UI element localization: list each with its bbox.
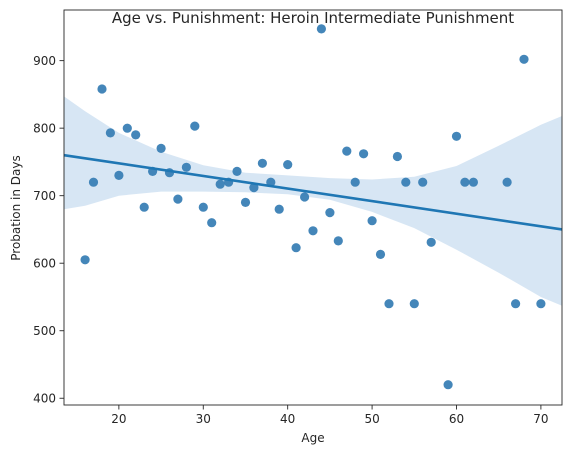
data-point <box>511 299 520 308</box>
data-point <box>190 122 199 131</box>
data-point <box>81 255 90 264</box>
data-point <box>418 178 427 187</box>
data-point <box>359 149 368 158</box>
data-point <box>401 178 410 187</box>
y-tick-label: 600 <box>33 256 56 270</box>
y-tick-label: 400 <box>33 391 56 405</box>
data-point <box>317 24 326 33</box>
data-point <box>114 171 123 180</box>
x-tick-label: 20 <box>111 412 126 426</box>
y-tick-label: 900 <box>33 54 56 68</box>
x-tick-label: 70 <box>533 412 548 426</box>
data-point <box>182 163 191 172</box>
data-point <box>325 208 334 217</box>
x-tick-label: 50 <box>364 412 379 426</box>
data-point <box>519 55 528 64</box>
confidence-band-layer <box>64 96 562 305</box>
data-point <box>410 299 419 308</box>
data-point <box>342 147 351 156</box>
data-point <box>89 178 98 187</box>
data-point <box>207 218 216 227</box>
confidence-band <box>64 96 562 305</box>
data-point <box>427 238 436 247</box>
data-point <box>123 124 132 133</box>
data-point <box>241 198 250 207</box>
data-point <box>275 205 284 214</box>
x-tick-label: 40 <box>280 412 295 426</box>
data-point <box>283 160 292 169</box>
data-point <box>300 192 309 201</box>
x-tick-label: 30 <box>196 412 211 426</box>
data-point <box>292 243 301 252</box>
x-tick-label: 60 <box>449 412 464 426</box>
data-point <box>384 299 393 308</box>
chart-title: Age vs. Punishment: Heroin Intermediate … <box>112 9 514 27</box>
data-point <box>393 152 402 161</box>
data-point <box>157 144 166 153</box>
data-point <box>469 178 478 187</box>
data-point <box>368 216 377 225</box>
data-point <box>444 380 453 389</box>
x-axis-label: Age <box>301 431 324 445</box>
data-point <box>334 236 343 245</box>
y-tick-label: 700 <box>33 189 56 203</box>
data-point <box>106 128 115 137</box>
data-point <box>460 178 469 187</box>
data-point <box>232 167 241 176</box>
data-point <box>199 203 208 212</box>
y-axis-ticks: 400 500 600 700 800 900 <box>33 54 64 406</box>
y-tick-label: 500 <box>33 324 56 338</box>
data-point <box>503 178 512 187</box>
data-point <box>140 203 149 212</box>
data-point <box>376 250 385 259</box>
data-point <box>308 226 317 235</box>
data-point <box>258 159 267 168</box>
data-point <box>452 132 461 141</box>
y-tick-label: 800 <box>33 121 56 135</box>
data-point <box>536 299 545 308</box>
data-point <box>131 130 140 139</box>
x-axis-ticks: 20 30 40 50 60 70 <box>111 405 548 426</box>
data-point <box>97 84 106 93</box>
data-point <box>216 180 225 189</box>
data-point <box>351 178 360 187</box>
data-point <box>173 195 182 204</box>
y-axis-label: Probation in Days <box>9 155 23 261</box>
